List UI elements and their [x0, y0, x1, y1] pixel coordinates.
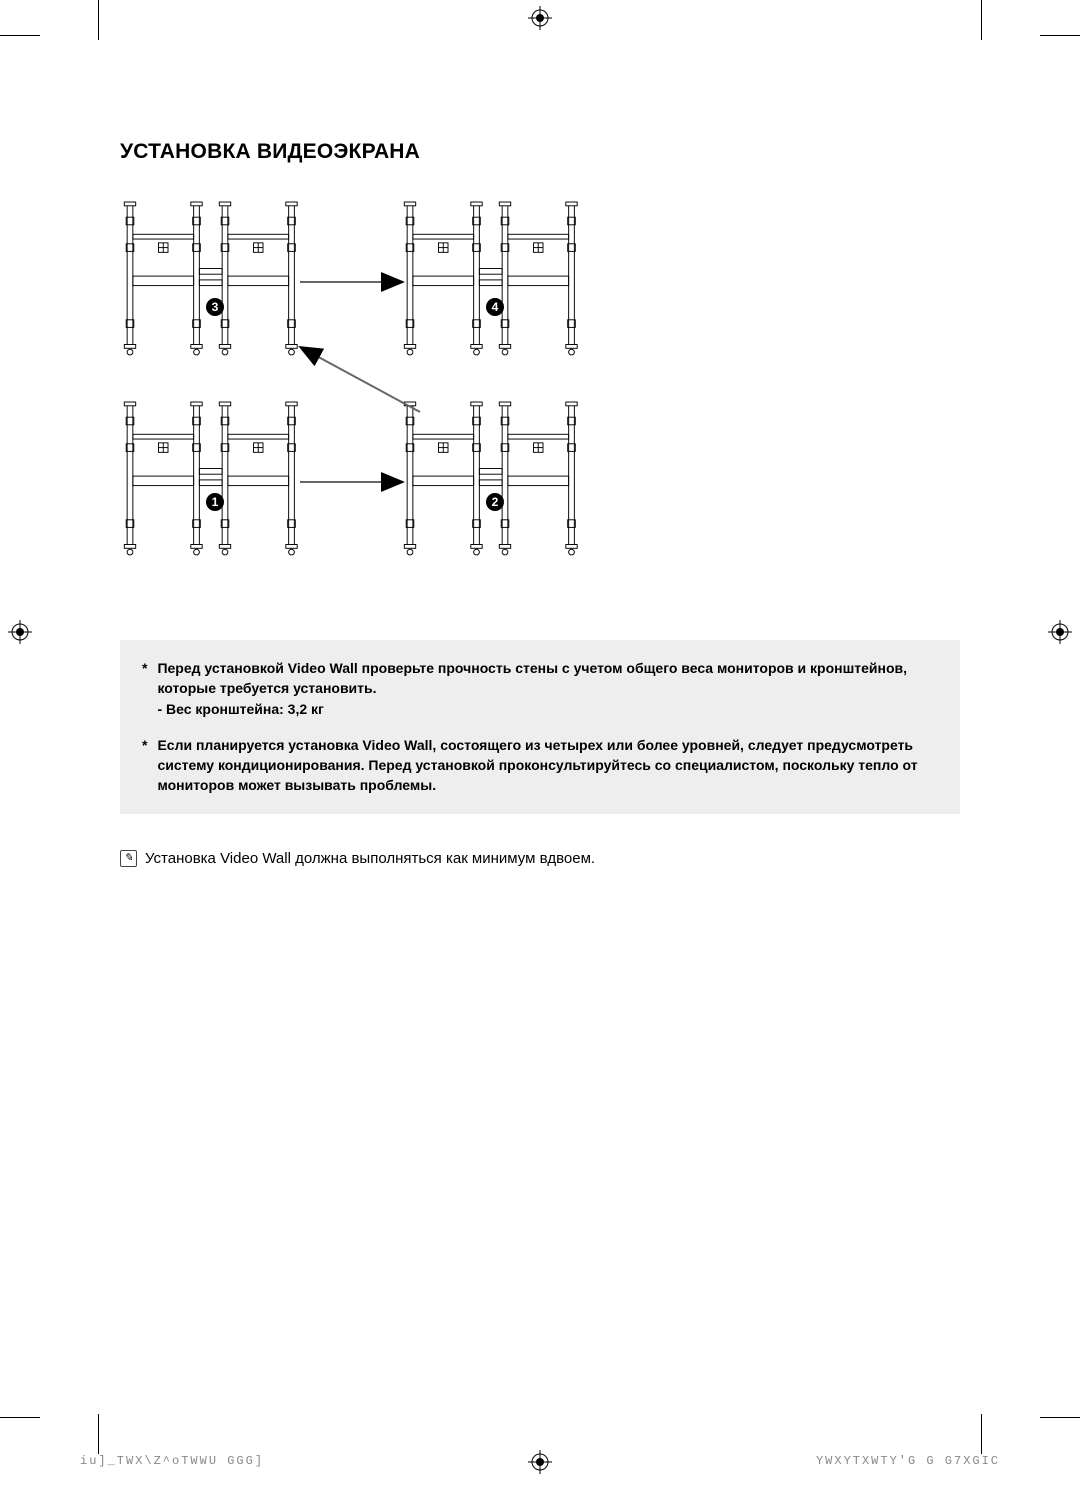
step-badge-4: 4 [492, 300, 499, 314]
step-badge-3: 3 [212, 300, 219, 314]
warning-item: * Если планируется установка Video Wall,… [142, 735, 938, 796]
footer-left: iu]_TWX\Z^oTWWU GGG] [80, 1454, 264, 1468]
warning-subtext: - Вес кронштейна: 3,2 кг [157, 701, 323, 717]
note-line: ✎ Установка Video Wall должна выполнятьс… [120, 850, 960, 867]
footer-right: YWXYTXWTY'G G G7XGIC [816, 1454, 1000, 1468]
note-icon: ✎ [120, 850, 137, 867]
warning-item: * Перед установкой Video Wall проверьте … [142, 658, 938, 719]
step-badge-2: 2 [492, 495, 499, 509]
warning-box: * Перед установкой Video Wall проверьте … [120, 640, 960, 814]
asterisk-icon: * [142, 735, 147, 796]
warning-text: Перед установкой Video Wall проверьте пр… [157, 660, 907, 696]
warning-text: Если планируется установка Video Wall, с… [157, 737, 917, 794]
registration-mark [528, 6, 552, 30]
registration-mark [1048, 620, 1072, 644]
note-text: Установка Video Wall должна выполняться … [145, 850, 595, 867]
step-badge-1: 1 [212, 495, 219, 509]
registration-mark [8, 620, 32, 644]
asterisk-icon: * [142, 658, 147, 719]
page-title: УСТАНОВКА ВИДЕОЭКРАНА [120, 140, 960, 164]
installation-diagram: 3 4 1 2 [120, 192, 660, 592]
